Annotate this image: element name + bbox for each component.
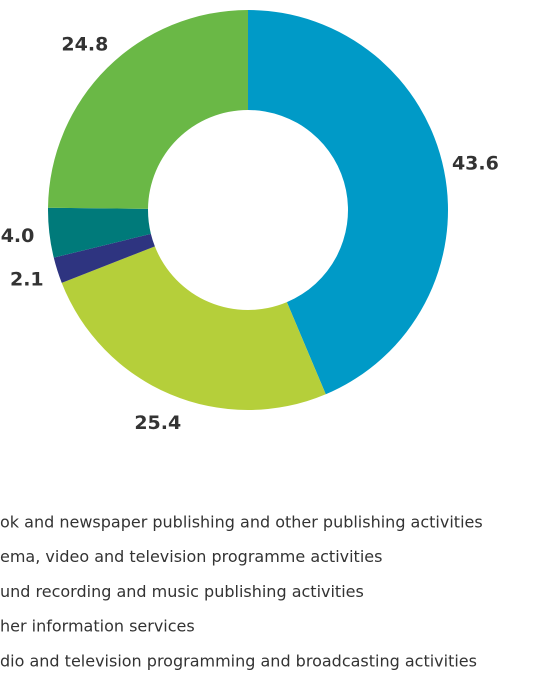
- legend-label: ema, video and television programme acti…: [0, 547, 382, 566]
- donut-segment: [248, 10, 448, 395]
- donut-segment: [48, 10, 248, 209]
- value-label: 25.4: [134, 412, 181, 434]
- legend-label: her information services: [0, 617, 195, 636]
- value-label: 4.0: [1, 225, 35, 247]
- value-label: 2.1: [10, 269, 44, 291]
- donut-segment: [61, 246, 326, 410]
- legend-label: dio and television programming and broad…: [0, 651, 477, 670]
- donut-segment: [48, 207, 151, 258]
- value-label: 24.8: [61, 34, 108, 56]
- legend-label: ok and newspaper publishing and other pu…: [0, 513, 483, 532]
- legend-label: und recording and music publishing activ…: [0, 582, 364, 601]
- donut-segment: [53, 233, 155, 283]
- value-label: 43.6: [452, 152, 499, 174]
